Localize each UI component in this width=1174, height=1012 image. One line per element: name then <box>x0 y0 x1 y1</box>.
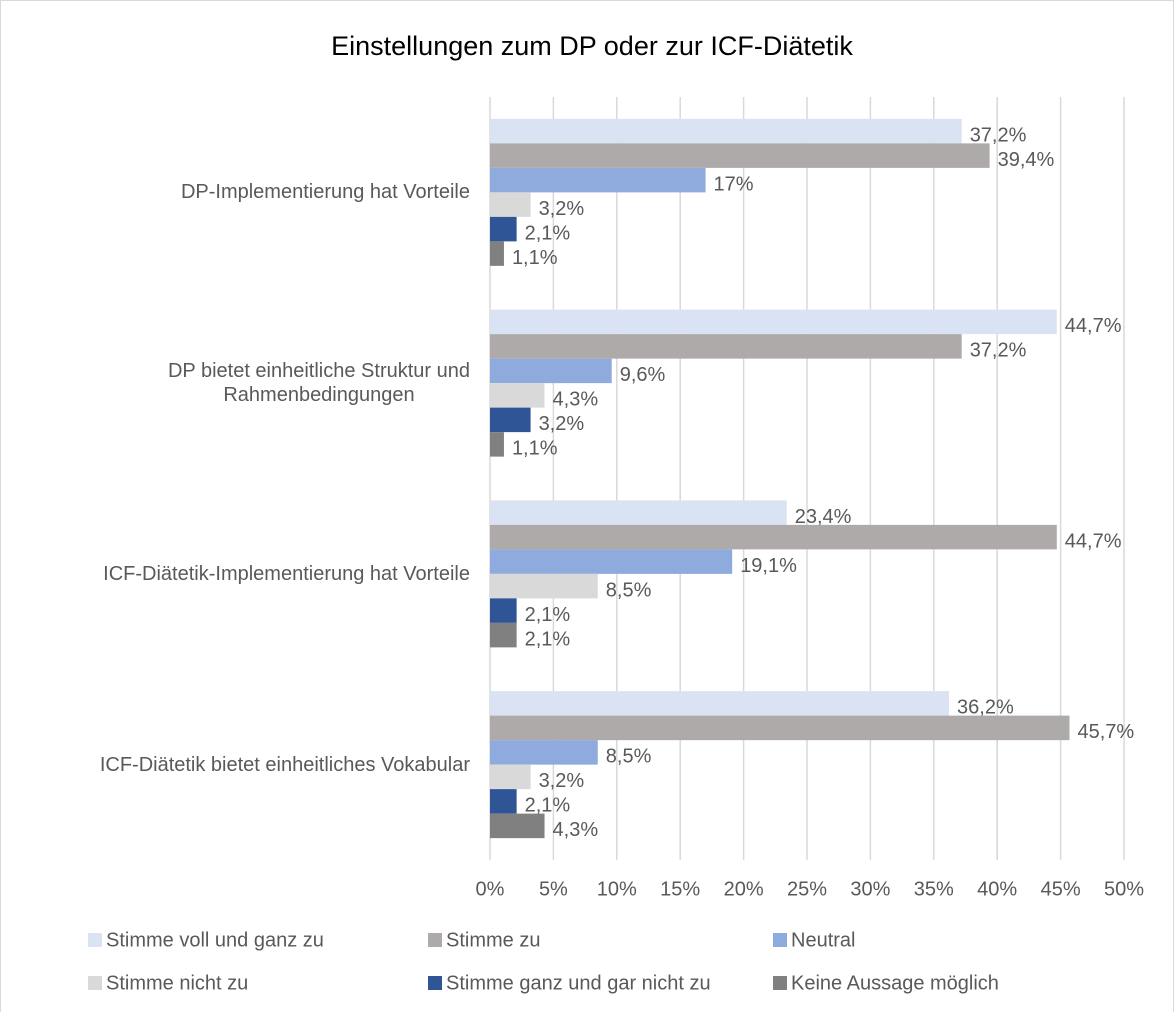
bar <box>490 549 733 574</box>
bar <box>490 573 598 599</box>
category-text: ICF-Diätetik bietet einheitliches Vokabu… <box>99 753 470 776</box>
value-label: 3,2% <box>539 770 585 792</box>
bar <box>490 789 517 814</box>
legend-swatch <box>88 933 102 947</box>
x-tick-label: 0% <box>476 878 505 900</box>
value-label: 1,1% <box>512 247 558 269</box>
legend-swatch <box>773 976 787 990</box>
bar <box>490 143 990 168</box>
bar <box>490 432 504 457</box>
category-text: DP-Implementierung hat Vorteile <box>180 181 470 204</box>
value-label: 36,2% <box>957 697 1014 719</box>
x-tick-label: 25% <box>787 878 827 900</box>
bar <box>490 309 1057 335</box>
bar <box>490 691 950 716</box>
legend-label: Stimme voll und ganz zu <box>106 929 324 951</box>
value-label: 37,2% <box>970 124 1027 146</box>
x-tick-label: 15% <box>660 878 700 900</box>
value-label: 2,1% <box>525 628 571 650</box>
bar <box>490 740 598 765</box>
value-label: 3,2% <box>539 198 585 220</box>
legend-label: Stimme zu <box>446 929 540 951</box>
value-label: 45,7% <box>1077 721 1134 743</box>
x-tick-label: 5% <box>539 878 568 900</box>
legend-swatch <box>88 976 102 990</box>
bar <box>490 715 1070 741</box>
bar <box>490 192 531 217</box>
legend-swatch <box>773 933 787 947</box>
value-label: 4,3% <box>553 389 599 411</box>
bar <box>490 167 706 193</box>
value-label: 9,6% <box>620 364 666 386</box>
legend-label: Neutral <box>791 929 855 951</box>
y-tick-label: ICF-Diätetik bietet einheitliches Vokabu… <box>100 715 470 815</box>
bar <box>490 598 517 623</box>
category-text: DP bietet einheitliche Struktur und Rahm… <box>167 360 470 407</box>
legend-swatch <box>428 976 442 990</box>
x-tick-label: 40% <box>977 878 1017 900</box>
legend-label: Stimme nicht zu <box>106 972 248 994</box>
legend-label: Stimme ganz und gar nicht zu <box>446 972 711 994</box>
y-tick-label: DP bietet einheitliche Struktur und Rahm… <box>168 333 470 433</box>
value-label: 8,5% <box>606 746 652 768</box>
value-label: 44,7% <box>1065 530 1122 552</box>
bar <box>490 358 612 384</box>
value-label: 44,7% <box>1065 315 1122 337</box>
bar <box>490 622 517 648</box>
bar <box>490 407 531 433</box>
x-tick-label: 50% <box>1104 878 1144 900</box>
bar <box>490 813 545 839</box>
value-label: 17% <box>714 173 754 195</box>
bar <box>490 524 1057 550</box>
value-label: 8,5% <box>606 579 652 601</box>
y-tick-label: ICF-Diätetik-Implementierung hat Vorteil… <box>103 524 470 624</box>
bar <box>490 118 962 144</box>
bar <box>490 241 504 266</box>
bar <box>490 500 787 525</box>
value-label: 2,1% <box>525 604 571 626</box>
value-label: 1,1% <box>512 438 558 460</box>
value-label: 19,1% <box>740 555 797 577</box>
value-label: 23,4% <box>795 506 852 528</box>
value-label: 3,2% <box>539 413 585 435</box>
x-tick-label: 10% <box>597 878 637 900</box>
bar <box>490 764 531 790</box>
x-tick-label: 30% <box>850 878 890 900</box>
legend-swatch <box>428 933 442 947</box>
legend-label: Keine Aussage möglich <box>791 972 999 994</box>
bar <box>490 216 517 242</box>
bar <box>490 383 545 408</box>
value-label: 2,1% <box>525 795 571 817</box>
x-tick-label: 20% <box>724 878 764 900</box>
value-label: 37,2% <box>970 340 1027 362</box>
y-tick-label: DP-Implementierung hat Vorteile <box>181 142 470 242</box>
value-label: 2,1% <box>525 222 571 244</box>
chart-title: Einstellungen zum DP oder zur ICF-Diätet… <box>331 31 853 61</box>
bar <box>490 334 962 359</box>
value-label: 4,3% <box>553 819 599 841</box>
value-label: 39,4% <box>998 149 1055 171</box>
x-tick-label: 35% <box>914 878 954 900</box>
x-tick-label: 45% <box>1041 878 1081 900</box>
category-text: ICF-Diätetik-Implementierung hat Vorteil… <box>103 562 470 585</box>
